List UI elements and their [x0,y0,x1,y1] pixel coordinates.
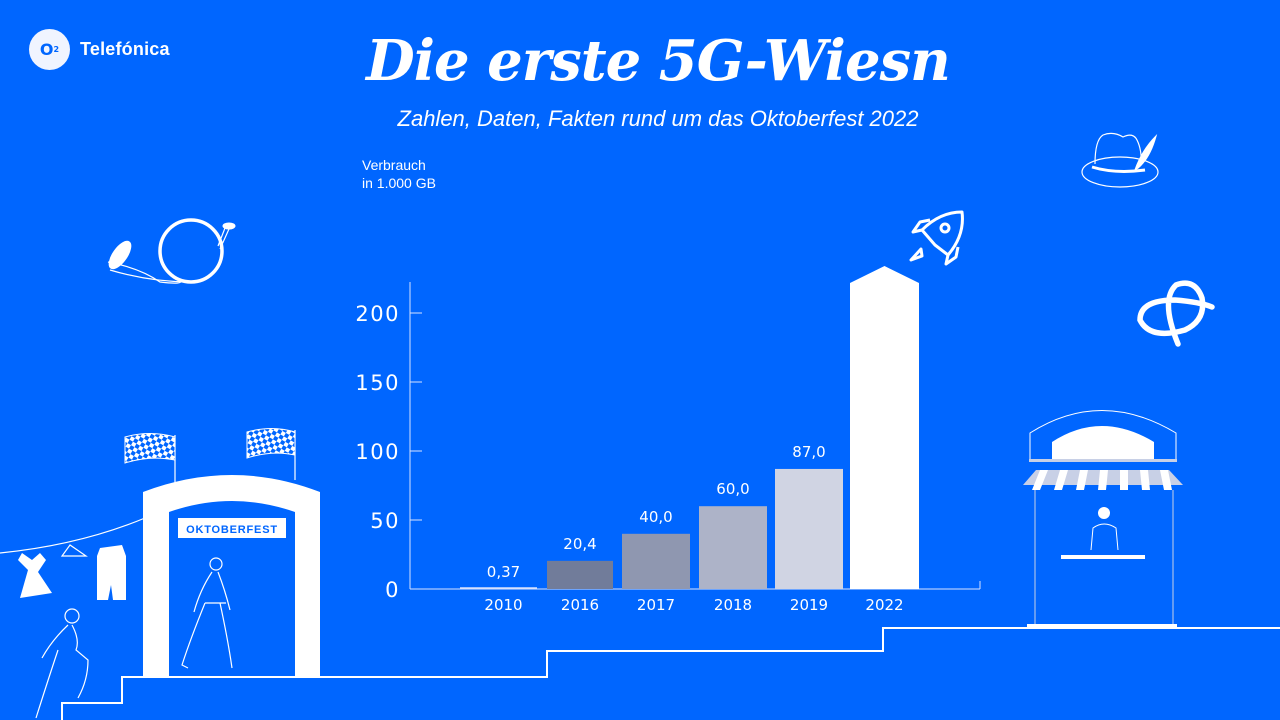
data-label-2019: 87,0 [792,443,825,461]
lederhosen-icon [97,545,126,600]
y-tick-label-100: 100 [355,440,400,464]
x-tick-label-2019: 2019 [790,596,828,614]
data-label-2017: 40,0 [639,508,672,526]
data-label-2018: 60,0 [716,480,749,498]
pretzel-icon [1137,280,1215,347]
x-tick-label-2018: 2018 [714,596,752,614]
y-tick-label-50: 50 [370,509,400,533]
oktoberfest-gate: OKTOBERFEST [124,428,320,677]
bar-2016 [547,560,613,589]
y-tick-label-0: 0 [385,578,400,602]
bar-2022 [850,266,919,589]
hat-icon [1081,132,1159,188]
stairs-outline [61,627,1280,720]
x-tick-label-2022: 2022 [865,596,903,614]
person-walking-gate [181,557,233,669]
bar-2018 [699,506,767,589]
dirndl-icon [18,553,52,598]
clothesline [0,517,146,557]
bars [460,266,919,589]
bar-2019 [775,468,843,589]
bar-2017 [622,533,690,589]
gate-sign-text: OKTOBERFEST [186,524,278,536]
x-tick-label-2016: 2016 [561,596,599,614]
data-label-2010: 0,37 [487,563,520,581]
awning [1023,470,1183,490]
person-climbing-stairs [35,608,89,719]
y-axis-label-line-2: in 1.000 GB [362,175,436,191]
brand-name: Telefónica [80,39,170,59]
x-tick-label-2010: 2010 [484,596,522,614]
data-label-2016: 20,4 [563,535,596,553]
y-axis-label: Verbrauch in 1.000 GB [362,156,436,192]
chart-subtitle: Zahlen, Daten, Fakten rund um das Oktobe… [397,106,919,131]
chart-title: Die erste 5G-Wiesn [366,28,951,94]
labels: 0 50 100 150 200 0,37 2010 20,4 2016 40,0 2017 60,0… [355,302,903,614]
x-tick-label-2017: 2017 [637,596,675,614]
rocket-icon [909,210,964,266]
logo-sub: 2 [53,45,60,54]
horn-icon [107,218,236,284]
y-tick-label-150: 150 [355,371,400,395]
y-tick-label-200: 200 [355,302,400,326]
y-axis-label-line-1: Verbrauch [362,157,426,173]
market-stand [1023,410,1183,629]
logo-mark: O [39,40,54,59]
